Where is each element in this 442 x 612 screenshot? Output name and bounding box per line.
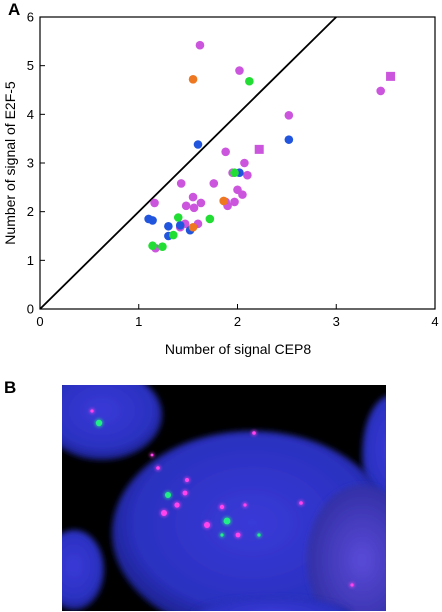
data-point	[164, 221, 173, 231]
y-axis-label: Number of signal of E2F-5	[2, 81, 18, 245]
fish-signal	[299, 501, 303, 505]
fish-signal	[223, 517, 231, 525]
data-point	[189, 203, 199, 213]
fish-signal	[235, 532, 241, 538]
nucleus-bottom-right	[307, 485, 386, 611]
data-point	[176, 179, 186, 188]
tick-layer: 0 1 2 3 4 0 1 2 3 4 5 6	[27, 10, 439, 330]
data-point	[175, 220, 185, 230]
data-point-square	[386, 71, 396, 81]
diagonal-line	[39, 16, 337, 310]
data-point	[245, 76, 254, 86]
fish-signal	[165, 492, 171, 498]
data-point	[148, 241, 157, 251]
data-point	[284, 111, 294, 120]
plot-frame	[39, 16, 436, 310]
data-point-square	[254, 144, 264, 154]
y-tick-label: 1	[27, 253, 34, 268]
data-point	[209, 179, 219, 188]
data-point	[193, 140, 203, 149]
data-points	[144, 40, 396, 253]
data-point	[188, 192, 198, 202]
data-point	[169, 230, 178, 240]
fish-signal	[220, 533, 224, 537]
panel-a-label: A	[8, 0, 21, 19]
x-axis-label: Number of signal CEP8	[165, 341, 312, 357]
fish-signal	[90, 409, 94, 413]
data-point	[376, 86, 385, 96]
diagonal-line-layer	[39, 16, 337, 310]
nucleus-bottom-left	[62, 530, 104, 610]
x-tick-label: 2	[234, 314, 241, 329]
data-point	[205, 214, 215, 224]
fish-signal	[95, 419, 103, 427]
panel-b-label: B	[4, 378, 17, 397]
fish-signals	[88, 407, 356, 589]
data-point	[150, 198, 159, 208]
y-tick-label: 3	[27, 156, 34, 171]
fish-signal	[257, 533, 261, 537]
y-tick-label: 5	[27, 58, 34, 73]
x-tick-label: 4	[431, 314, 438, 329]
plot-border	[39, 16, 436, 310]
data-point	[240, 158, 249, 168]
data-point	[243, 170, 252, 180]
data-point	[219, 196, 228, 206]
fish-signal	[156, 466, 160, 470]
x-tick-label: 3	[333, 314, 340, 329]
data-point	[196, 198, 206, 208]
fish-signal	[219, 504, 225, 510]
data-point	[238, 190, 247, 199]
fish-signal	[174, 502, 180, 508]
data-point	[195, 40, 205, 50]
data-point	[235, 66, 244, 75]
fish-signal	[161, 510, 167, 516]
data-point	[230, 168, 239, 178]
y-tick-label: 4	[27, 107, 34, 122]
y-tick-label: 2	[27, 204, 34, 219]
x-tick-label: 0	[36, 314, 43, 329]
data-point	[148, 216, 157, 225]
data-point	[158, 242, 167, 252]
data-point	[188, 222, 198, 232]
nucleus-bottom	[194, 597, 350, 611]
fish-signal	[252, 431, 256, 435]
x-tick-label: 1	[135, 314, 142, 329]
nucleus-top-left	[62, 385, 162, 460]
fish-signal	[150, 453, 154, 457]
data-point	[188, 74, 198, 84]
data-point	[173, 213, 183, 222]
y-tick-label: 6	[27, 10, 34, 25]
data-point	[284, 135, 294, 144]
fish-signal	[350, 583, 354, 587]
data-point	[181, 201, 191, 211]
fish-micrograph	[62, 385, 386, 611]
fish-signal	[185, 478, 189, 482]
fish-signal	[182, 490, 188, 496]
y-tick-label: 0	[27, 302, 34, 317]
fish-signal	[204, 522, 210, 528]
scatter-chart: 0 1 2 3 4 0 1 2 3 4 5 6 Number of signal CEP8 Numbe…	[2, 10, 439, 358]
data-point	[221, 147, 230, 157]
fish-signal	[243, 503, 247, 507]
data-point	[230, 197, 239, 207]
